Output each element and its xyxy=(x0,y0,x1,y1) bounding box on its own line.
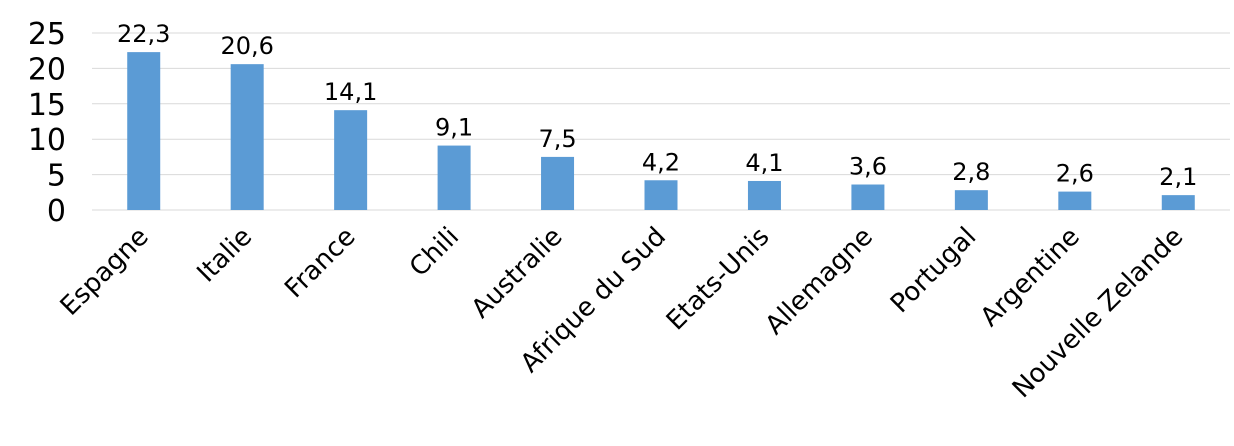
bar-0 xyxy=(127,52,161,211)
category-label: France xyxy=(279,222,361,304)
category-label: Espagne xyxy=(55,222,155,322)
data-label: 3,6 xyxy=(849,153,887,181)
bar-9 xyxy=(1058,191,1092,210)
data-label: 9,1 xyxy=(435,114,473,142)
data-labels: 22,3 20,6 14,1 9,1 7,5 4,2 4,1 3,6 2,8 2,6 2,1 xyxy=(117,20,1197,191)
x-axis-category-labels: Espagne Italie France Chili AustralieAfrique… xyxy=(55,222,1190,404)
bar-3 xyxy=(437,145,471,210)
bar-1 xyxy=(230,64,264,210)
category-label: Argentine xyxy=(975,222,1086,333)
category-label: Nouvelle Zelande xyxy=(1007,222,1189,404)
y-tick-label: 15 xyxy=(28,88,66,123)
bar-8 xyxy=(954,190,988,210)
data-label: 7,5 xyxy=(538,125,576,153)
data-label: 22,3 xyxy=(117,20,170,48)
bar-5 xyxy=(644,180,678,210)
y-tick-label: 0 xyxy=(47,194,66,229)
bar-2 xyxy=(334,110,368,210)
bar-10 xyxy=(1161,195,1195,210)
bars xyxy=(127,52,1195,211)
category-label: Allemagne xyxy=(760,222,879,341)
gridlines xyxy=(92,32,1230,211)
data-label: 4,2 xyxy=(642,148,680,176)
category-label: Etats-Unis xyxy=(661,222,776,337)
data-label: 2,1 xyxy=(1159,163,1197,191)
bar-7 xyxy=(851,184,885,210)
category-label: Italie xyxy=(191,222,258,289)
data-label: 2,8 xyxy=(952,158,990,186)
data-label: 4,1 xyxy=(745,149,783,177)
y-tick-label: 20 xyxy=(28,52,66,87)
data-label: 20,6 xyxy=(220,32,273,60)
y-tick-label: 25 xyxy=(28,17,66,52)
bar-6 xyxy=(747,180,781,210)
data-label: 2,6 xyxy=(1056,160,1094,188)
category-label: Chili xyxy=(404,222,465,283)
y-tick-label: 10 xyxy=(28,123,66,158)
category-label: Australie xyxy=(466,222,569,325)
category-label: Portugal xyxy=(885,222,982,319)
data-label: 14,1 xyxy=(324,78,377,106)
y-tick-label: 5 xyxy=(47,159,66,194)
bar-4 xyxy=(541,156,575,210)
